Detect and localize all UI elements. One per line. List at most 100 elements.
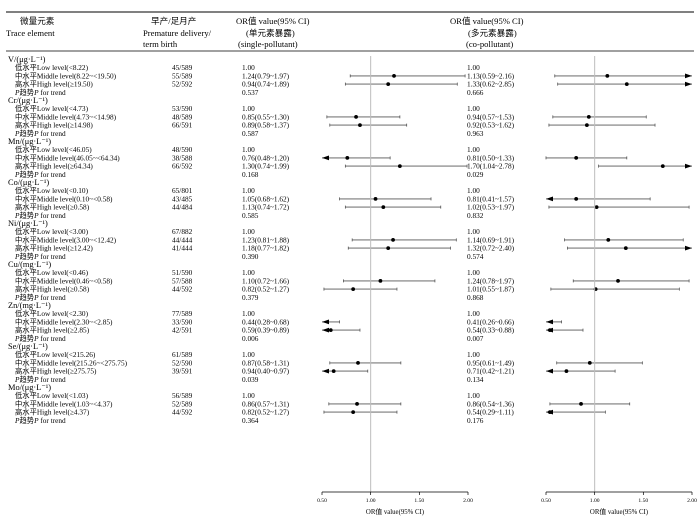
trend-row: P趋势P for trend 0.039 0.134 xyxy=(14,375,484,384)
trend-label: P趋势P for trend xyxy=(14,334,66,343)
trend-label-p: P xyxy=(14,88,20,97)
row-cases: 77/589 xyxy=(172,309,193,318)
or-point-single xyxy=(331,369,336,373)
trend-label: P趋势P for trend xyxy=(14,211,66,220)
element-group-title: Co/(μg·L⁻¹) xyxy=(8,178,49,187)
trend-label-p2: P xyxy=(33,334,39,343)
trend-p-single: 0.390 xyxy=(242,252,259,261)
or-point-single xyxy=(356,361,360,365)
trend-p-single: 0.039 xyxy=(242,375,259,384)
or-point-multi xyxy=(623,246,628,251)
trend-p-multi: 0.176 xyxy=(467,416,484,425)
row-or-single: 1.00 xyxy=(242,63,255,72)
or-point-multi xyxy=(547,328,552,332)
or-point-multi xyxy=(547,410,552,414)
row-cases: 51/590 xyxy=(172,268,193,277)
element-group-title: V/(μg·L⁻¹) xyxy=(8,55,46,64)
trend-label: P趋势P for trend xyxy=(14,416,66,425)
trend-p-single: 0.168 xyxy=(242,170,259,179)
row-cases: 57/588 xyxy=(172,276,193,285)
trend-label-en: for trend xyxy=(39,334,67,343)
trend-p-multi: 0.666 xyxy=(467,88,484,97)
trend-label: P趋势P for trend xyxy=(14,375,66,384)
trend-label-p: P xyxy=(14,293,20,302)
ci-arrow-left-single xyxy=(322,368,329,374)
row-or-single: 1.30(0.74~1.99) xyxy=(242,162,290,171)
or-point-single xyxy=(355,402,359,406)
row-cases: 48/589 xyxy=(172,112,193,121)
row-cases: 53/590 xyxy=(172,104,193,113)
trend-label-en: for trend xyxy=(39,170,67,179)
row-or-single: 1.10(0.72~1.66) xyxy=(242,276,290,285)
table-row: 低水平Low level(<0.10) 65/801 1.00 1.00 xyxy=(15,186,480,195)
header-col3-title: OR值 value(95% CI) xyxy=(236,15,310,26)
table-body: V/(μg·L⁻¹)低水平Low level(<8.22) 45/589 1.00 1… xyxy=(8,55,692,425)
trend-p-single: 0.379 xyxy=(242,293,259,302)
row-or-single: 1.13(0.74~1.72) xyxy=(242,203,290,212)
header-col4-title: OR值 value(95% CI) xyxy=(450,15,524,26)
element-group: Mo/(μg·L⁻¹)低水平Low level(<1.03) 56/589 1.00… xyxy=(8,383,631,425)
row-cases: 52/589 xyxy=(172,399,193,408)
header-col1-en: Trace element xyxy=(6,28,55,38)
table-row: 低水平Low level(<2.30) 77/589 1.00 1.00 xyxy=(15,309,480,318)
row-level-label: 中水平Middle level(215.26~<275.75) xyxy=(15,358,128,367)
or-point-single xyxy=(358,123,362,127)
x-tick-label-single: 1.50 xyxy=(414,498,424,504)
row-or-multi: 1.14(0.69~1.91) xyxy=(467,235,515,244)
trend-label-zh: 趋势 xyxy=(19,293,34,302)
plot-panels: 0.50 1.00 1.50 2.00 OR值 value(95% CI) 0.50 1.0… xyxy=(317,56,697,516)
row-level-label: 中水平Middle level(0.46~<0.58) xyxy=(15,276,113,285)
row-cases: 38/588 xyxy=(172,153,193,162)
row-cases: 61/589 xyxy=(172,350,193,359)
row-level-label: 高水平High level(≥2.85) xyxy=(15,326,90,335)
row-cases: 56/589 xyxy=(172,391,193,400)
row-or-multi: 0.41(0.26~0.66) xyxy=(467,317,515,326)
trend-label-zh: 趋势 xyxy=(19,129,34,138)
row-level-label: 低水平Low level(<0.46) xyxy=(15,268,89,277)
element-group: Cr/(μg·L⁻¹)低水平Low level(<4.73) 53/590 1.00… xyxy=(8,96,656,138)
row-or-multi: 1.70(1.04~2.78) xyxy=(467,162,515,171)
trend-label-en: for trend xyxy=(39,375,67,384)
trend-p-multi: 0.832 xyxy=(467,211,484,220)
or-point-single xyxy=(328,328,333,332)
element-group-title: Se/(μg·L⁻¹) xyxy=(8,342,48,351)
row-or-multi: 0.81(0.50~1.33) xyxy=(467,153,515,162)
header-col2-en-2: term birth xyxy=(143,39,178,49)
row-or-single: 1.00 xyxy=(242,227,255,236)
row-cases: 41/444 xyxy=(172,244,193,253)
ci-arrow-right-multi xyxy=(685,81,692,87)
trend-label: P趋势P for trend xyxy=(14,88,66,97)
row-or-multi: 1.00 xyxy=(467,227,480,236)
row-or-multi: 1.00 xyxy=(467,63,480,72)
table-row: 高水平High level(≥275.75) 39/591 0.94(0.40~0.… xyxy=(15,367,616,376)
table-row: 高水平High level(≥0.58) 44/484 1.13(0.74~1.72… xyxy=(15,203,690,212)
table-row: 中水平Middle level(215.26~<275.75) 52/590 0.8… xyxy=(15,358,643,367)
row-cases: 45/589 xyxy=(172,63,193,72)
row-cases: 43/485 xyxy=(172,194,193,203)
row-or-single: 0.85(0.55~1.30) xyxy=(242,112,290,121)
row-cases: 44/592 xyxy=(172,408,193,417)
row-or-single: 1.24(0.79~1.97) xyxy=(242,71,290,80)
trend-label-en: for trend xyxy=(39,293,67,302)
trend-label-en: for trend xyxy=(39,211,67,220)
element-group: V/(μg·L⁻¹)低水平Low level(<8.22) 45/589 1.00 1… xyxy=(8,55,692,97)
trend-row: P趋势P for trend 0.585 0.832 xyxy=(14,211,484,220)
element-group-title: Cu/(mg·L⁻¹) xyxy=(8,260,51,269)
table-row: 低水平Low level(<0.46) 51/590 1.00 1.00 xyxy=(15,268,480,277)
table-row: 低水平Low level(<1.03) 56/589 1.00 1.00 xyxy=(15,391,480,400)
row-cases: 65/801 xyxy=(172,186,193,195)
or-point-multi xyxy=(574,197,579,201)
ci-arrow-left-multi xyxy=(546,368,553,374)
trend-p-multi: 0.134 xyxy=(467,375,484,384)
element-group: Co/(μg·L⁻¹)低水平Low level(<0.10) 65/801 1.00… xyxy=(8,178,690,220)
or-point-single xyxy=(345,156,350,160)
trend-p-single: 0.587 xyxy=(242,129,259,138)
row-cases: 66/592 xyxy=(172,162,193,171)
row-level-label: 中水平Middle level(2.30~<2.85) xyxy=(15,317,113,326)
element-group-title: Mo/(μg·L⁻¹) xyxy=(8,383,51,392)
row-cases: 44/444 xyxy=(172,235,193,244)
row-or-multi: 1.00 xyxy=(467,350,480,359)
table-row: 高水平High level(≥12.42) 41/444 1.18(0.77~1.8… xyxy=(15,244,692,253)
element-group-title: Zn/(mg·L⁻¹) xyxy=(8,301,51,310)
trend-p-single: 0.006 xyxy=(242,334,259,343)
